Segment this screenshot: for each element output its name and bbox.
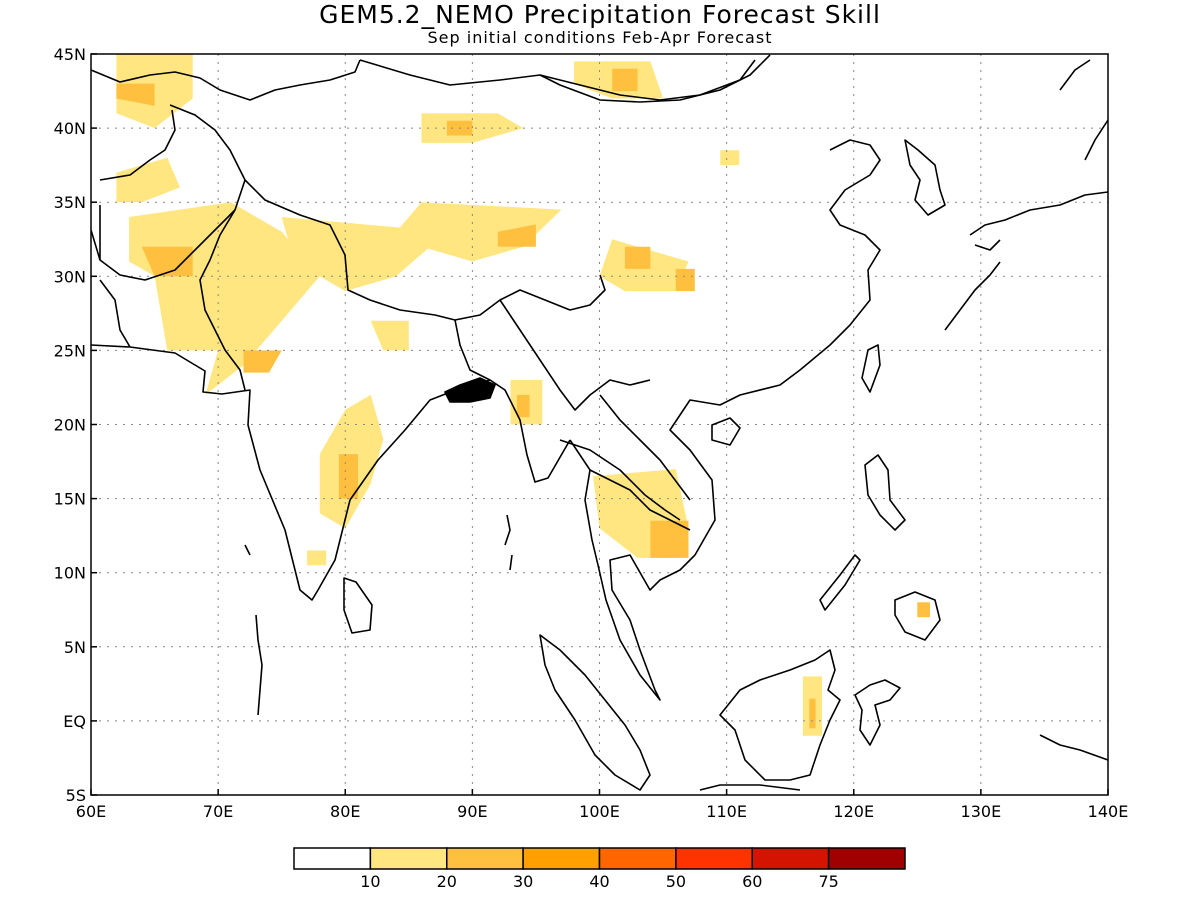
lon-tick-label: 90E [457, 802, 487, 821]
coastlines-and-borders [91, 54, 1108, 791]
coast-indochina [569, 139, 881, 701]
skill-region-6 [243, 350, 282, 373]
colorbar-label: 10 [360, 872, 380, 891]
lat-tick-label: 35N [54, 193, 86, 212]
coast-hainan [711, 417, 741, 446]
coast-japan-north [1059, 59, 1108, 161]
coast-sri-lanka [343, 577, 373, 634]
islands-lakshadweep [244, 544, 251, 556]
skill-region-28 [809, 698, 816, 729]
lon-tick-label: 80E [330, 802, 360, 821]
coast-mindanao [894, 591, 941, 641]
skill-region-20 [675, 268, 695, 292]
border-himalaya [244, 179, 606, 321]
border-central-asia [91, 59, 756, 101]
coast-sumatra [539, 634, 651, 791]
lon-tick-label: 120E [833, 802, 874, 821]
colorbar-swatch [446, 847, 524, 870]
lon-tick-label: 60E [76, 802, 106, 821]
colorbar-label: 50 [666, 872, 686, 891]
lon-tick-label: 140E [1088, 802, 1129, 821]
skill-region-5 [141, 246, 193, 277]
colorbar-swatch [293, 847, 372, 870]
colorbar-swatch [369, 847, 448, 870]
lon-tick-label: 100E [579, 802, 620, 821]
colorbar-label: 60 [742, 872, 762, 891]
border-afghanistan [99, 205, 236, 281]
colorbar-swatch [751, 847, 830, 870]
lat-tick-label: 5N [64, 638, 86, 657]
coast-palawan [819, 554, 861, 611]
skill-region-11 [307, 550, 327, 566]
skill-region-19 [624, 246, 651, 269]
coast-taiwan [861, 344, 881, 393]
lat-tick-label: 45N [54, 45, 86, 64]
skill-region-13 [497, 224, 536, 247]
lat-tick-label: 30N [54, 267, 86, 286]
colorbar-swatch [522, 847, 601, 870]
coast-new-guinea [1039, 734, 1108, 761]
colorbar: 10 20 30 40 50 60 75 [293, 847, 906, 891]
coast-south-asia [91, 344, 571, 601]
axis-labels: 60E 70E 80E 90E 100E 110E 120E 130E 140E 5S EQ 5N 10… [54, 45, 1129, 821]
border-iran [91, 229, 131, 348]
skill-region-21 [720, 150, 740, 166]
lat-tick-label: 20N [54, 416, 86, 435]
colorbar-label: 20 [437, 872, 457, 891]
coast-borneo [719, 649, 841, 781]
skill-region-25 [650, 520, 689, 558]
skill-region-10 [338, 454, 358, 499]
lat-tick-label: 25N [54, 341, 86, 360]
border-pakistan-india [199, 179, 246, 391]
lon-tick-label: 110E [706, 802, 747, 821]
coast-luzon [864, 454, 906, 531]
lat-tick-label: 5S [66, 786, 86, 805]
lat-tick-label: 15N [54, 490, 86, 509]
border-laos-vietnam [559, 394, 691, 521]
colorbar-label: 30 [513, 872, 533, 891]
lat-tick-label: 40N [54, 119, 86, 138]
border-mongolia [539, 54, 771, 103]
colorbar-label: 75 [818, 872, 838, 891]
border-china-west [99, 104, 246, 181]
lat-tick-label: 10N [54, 564, 86, 583]
border-myanmar [454, 299, 651, 411]
skill-region-2 [116, 83, 155, 106]
skill-shading-layer [116, 54, 930, 736]
colorbar-swatch [827, 847, 906, 870]
colorbar-label: 40 [589, 872, 609, 891]
lon-tick-label: 130E [961, 802, 1002, 821]
coast-korea [904, 139, 946, 216]
skill-region-8 [370, 320, 409, 351]
map-subtitle: Sep initial conditions Feb-Apr Forecast [427, 28, 773, 47]
coast-sulawesi [854, 679, 901, 746]
border-thailand-cambodia [589, 469, 691, 531]
gridlines [91, 54, 1108, 795]
islands-maldives [255, 614, 263, 716]
lon-tick-label: 70E [203, 802, 233, 821]
colorbar-swatch [675, 847, 753, 870]
coast-java [699, 784, 801, 791]
skill-region-17 [612, 68, 638, 92]
colorbar-swatch [598, 847, 677, 870]
islands-andaman [504, 514, 513, 571]
bangladesh-delta [444, 377, 496, 403]
skill-region-23 [516, 394, 530, 418]
skill-region-26 [917, 602, 930, 618]
map-title: GEM5.2_NEMO Precipitation Forecast Skill [319, 0, 881, 29]
skill-region-3 [116, 157, 180, 203]
lat-tick-label: EQ [63, 712, 86, 731]
coast-japan [944, 191, 1108, 331]
